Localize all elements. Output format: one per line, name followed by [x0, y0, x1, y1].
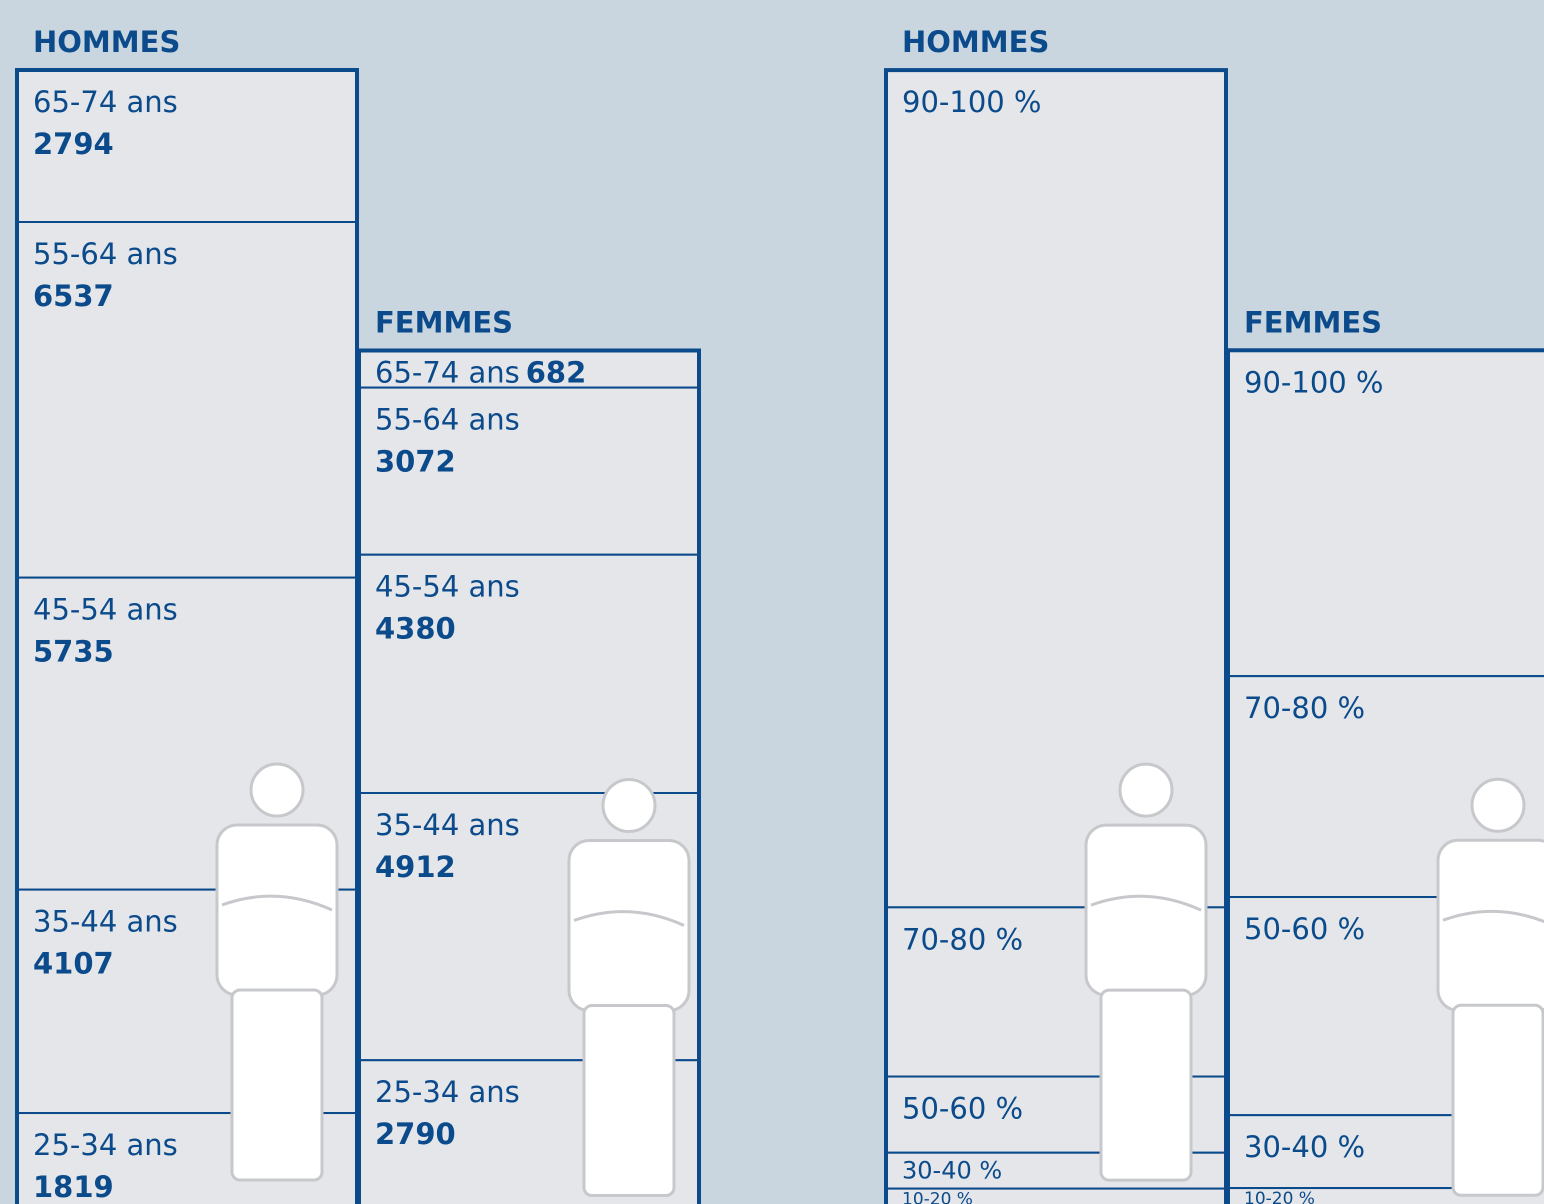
segment-label: 30-40 % — [1244, 1130, 1365, 1164]
figure-body — [217, 825, 337, 995]
doctor-figure — [1438, 779, 1544, 1195]
segment-label: 65-74 ans — [375, 355, 520, 389]
segment-value: 682 — [526, 355, 587, 389]
figure-legs — [1101, 990, 1191, 1180]
figure-legs — [232, 990, 322, 1180]
segment-label: 45-54 ans — [33, 593, 178, 627]
segment-value: 4107 — [33, 947, 114, 981]
segment-value: 1819 — [33, 1170, 114, 1204]
segment-label: 30-40 % — [902, 1157, 1002, 1185]
column-title: FEMMES — [1244, 305, 1382, 339]
doctor-figure — [569, 779, 689, 1195]
segment-label: 10-20 % — [1244, 1189, 1315, 1204]
infographic: HOMMES 65-74 ans 2794 55-64 ans 6537 45-54 an… — [0, 0, 1544, 1204]
segment-label: 55-64 ans — [375, 403, 520, 437]
segment-label: 50-60 % — [1244, 912, 1365, 946]
column-title: HOMMES — [33, 25, 180, 59]
segment-label: 35-44 ans — [375, 808, 520, 842]
segment-value: 5735 — [33, 635, 114, 669]
segment-value: 2794 — [33, 127, 114, 161]
page: HOMMES 65-74 ans 2794 55-64 ans 6537 45-54 an… — [0, 0, 1544, 1204]
segment-label: 90-100 % — [1244, 365, 1384, 399]
figure-legs — [584, 1005, 674, 1195]
figure-head — [1472, 779, 1524, 831]
column-title: HOMMES — [902, 25, 1049, 59]
segment-label: 65-74 ans — [33, 85, 178, 119]
figure-body — [1438, 840, 1544, 1010]
figure-head — [1120, 764, 1172, 816]
segment-label: 90-100 % — [902, 85, 1042, 119]
figure-head — [603, 779, 655, 831]
segment-label: 50-60 % — [902, 1092, 1023, 1126]
segment-label: 45-54 ans — [375, 570, 520, 604]
segment-label: 10-20 % — [902, 1190, 973, 1204]
segment-label: 25-34 ans — [33, 1128, 178, 1162]
column-title: FEMMES — [375, 305, 513, 339]
segment-label: 25-34 ans — [375, 1075, 520, 1109]
figure-legs — [1453, 1005, 1543, 1195]
doctor-figure — [1086, 764, 1206, 1180]
segment-label: 70-80 % — [1244, 691, 1365, 725]
segment-value: 6537 — [33, 279, 114, 313]
segment-value: 4912 — [375, 850, 456, 884]
segment-value: 2790 — [375, 1117, 456, 1151]
segment — [17, 222, 357, 578]
segment — [886, 70, 1226, 907]
segment-label: 35-44 ans — [33, 905, 178, 939]
figure-body — [569, 840, 689, 1010]
segment-label: 55-64 ans — [33, 237, 178, 271]
doctor-figure — [217, 764, 337, 1180]
figure-head — [251, 764, 303, 816]
segment-value: 4380 — [375, 612, 456, 646]
segment-value: 3072 — [375, 445, 456, 479]
figure-body — [1086, 825, 1206, 995]
segment-label: 70-80 % — [902, 922, 1023, 956]
